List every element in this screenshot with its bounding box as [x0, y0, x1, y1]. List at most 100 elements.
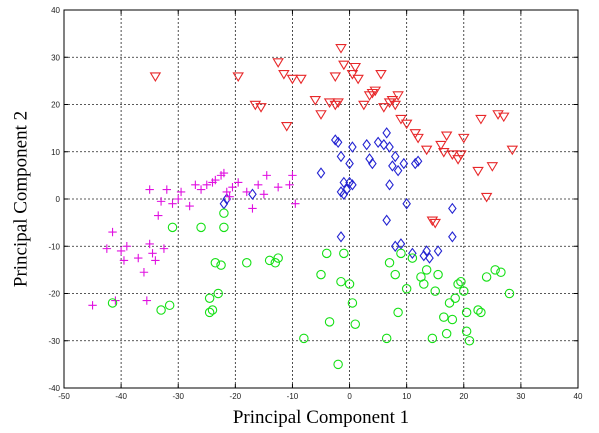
data-point-triangle: [375, 70, 387, 80]
data-point-diamond: [433, 245, 443, 257]
data-point-plus: [154, 211, 163, 220]
series-circle: [107, 208, 515, 370]
data-point-triangle: [272, 58, 284, 68]
data-point-triangle: [329, 72, 342, 83]
data-point-circle: [350, 319, 361, 329]
data-point-plus: [222, 187, 231, 197]
data-point-plus: [196, 185, 206, 194]
data-point-diamond: [345, 157, 354, 170]
data-point-diamond: [448, 231, 457, 243]
data-point-triangle: [475, 114, 487, 125]
data-point-circle: [339, 248, 349, 259]
data-point-plus: [202, 180, 211, 190]
data-point-circle: [344, 279, 355, 289]
data-point-triangle: [458, 133, 470, 144]
data-point-plus: [253, 180, 263, 190]
x-tick-label: 30: [516, 392, 525, 401]
data-point-triangle: [358, 100, 370, 111]
data-point-diamond: [425, 252, 434, 264]
data-point-diamond: [385, 179, 394, 191]
data-point-triangle: [412, 133, 424, 144]
data-point-circle: [242, 258, 252, 268]
data-point-plus: [111, 296, 120, 305]
data-point-triangle: [295, 74, 307, 85]
data-point-triangle: [480, 192, 493, 203]
data-point-circle: [219, 208, 229, 218]
data-point-triangle: [472, 166, 484, 177]
data-point-diamond: [348, 179, 357, 191]
data-point-diamond: [362, 138, 371, 151]
data-point-diamond: [390, 150, 400, 163]
y-tick-label: 20: [51, 101, 60, 110]
data-point-circle: [439, 312, 449, 322]
y-tick-label: 40: [51, 6, 60, 15]
data-point-circle: [381, 333, 392, 344]
data-point-triangle: [486, 162, 499, 172]
data-point-triangle: [149, 72, 162, 83]
data-point-circle: [347, 298, 358, 308]
data-point-plus: [102, 244, 112, 253]
data-point-circle: [396, 248, 406, 259]
data-point-plus: [134, 253, 143, 263]
data-point-diamond: [385, 141, 394, 153]
data-point-diamond: [379, 138, 389, 151]
data-point-circle: [393, 307, 403, 318]
data-point-triangle: [332, 98, 344, 109]
data-point-triangle: [278, 70, 290, 80]
data-point-diamond: [333, 136, 343, 149]
y-tick-label: -20: [48, 290, 60, 299]
data-point-triangle: [369, 86, 382, 97]
data-point-circle: [421, 265, 432, 275]
data-point-triangle: [335, 44, 347, 54]
data-point-circle: [273, 253, 283, 263]
data-point-plus: [119, 256, 129, 265]
data-point-plus: [139, 268, 149, 277]
data-point-diamond: [419, 249, 429, 262]
x-tick-label: -10: [287, 392, 299, 401]
data-point-circle: [459, 286, 469, 296]
data-point-circle: [204, 293, 215, 303]
data-point-circle: [444, 298, 455, 308]
data-point-diamond: [382, 127, 391, 139]
data-points: [88, 44, 519, 370]
data-point-triangle: [389, 100, 402, 111]
data-point-circle: [316, 269, 326, 280]
data-point-plus: [291, 199, 300, 208]
data-point-diamond: [365, 153, 374, 165]
series-diamond: [219, 127, 457, 264]
data-point-plus: [288, 171, 297, 180]
data-point-triangle: [378, 103, 390, 113]
data-point-triangle: [395, 114, 407, 125]
data-point-diamond: [382, 214, 391, 226]
data-point-triangle: [435, 140, 447, 151]
data-point-plus: [242, 187, 251, 197]
data-point-diamond: [410, 157, 420, 170]
data-point-plus: [191, 180, 200, 190]
data-point-circle: [107, 298, 118, 308]
data-point-triangle: [352, 74, 364, 85]
data-point-circle: [490, 265, 500, 275]
data-point-triangle: [338, 60, 350, 71]
data-point-plus: [116, 246, 126, 256]
data-point-circle: [427, 333, 438, 344]
data-point-circle: [384, 258, 395, 268]
data-point-circle: [213, 288, 223, 299]
data-point-plus: [122, 242, 132, 251]
data-point-diamond: [413, 155, 423, 167]
data-point-plus: [233, 178, 243, 187]
data-point-circle: [419, 279, 429, 289]
data-point-circle: [496, 267, 506, 277]
data-point-circle: [333, 359, 343, 370]
y-tick-label: 10: [51, 148, 60, 157]
data-point-plus: [211, 175, 220, 185]
data-point-circle: [164, 300, 175, 311]
data-point-circle: [430, 286, 440, 296]
data-point-triangle: [232, 72, 244, 83]
data-point-plus: [174, 194, 183, 204]
data-point-diamond: [422, 245, 431, 257]
data-point-triangle: [409, 129, 422, 139]
data-point-plus: [108, 227, 117, 237]
data-point-plus: [151, 256, 160, 265]
data-point-diamond: [348, 141, 357, 153]
